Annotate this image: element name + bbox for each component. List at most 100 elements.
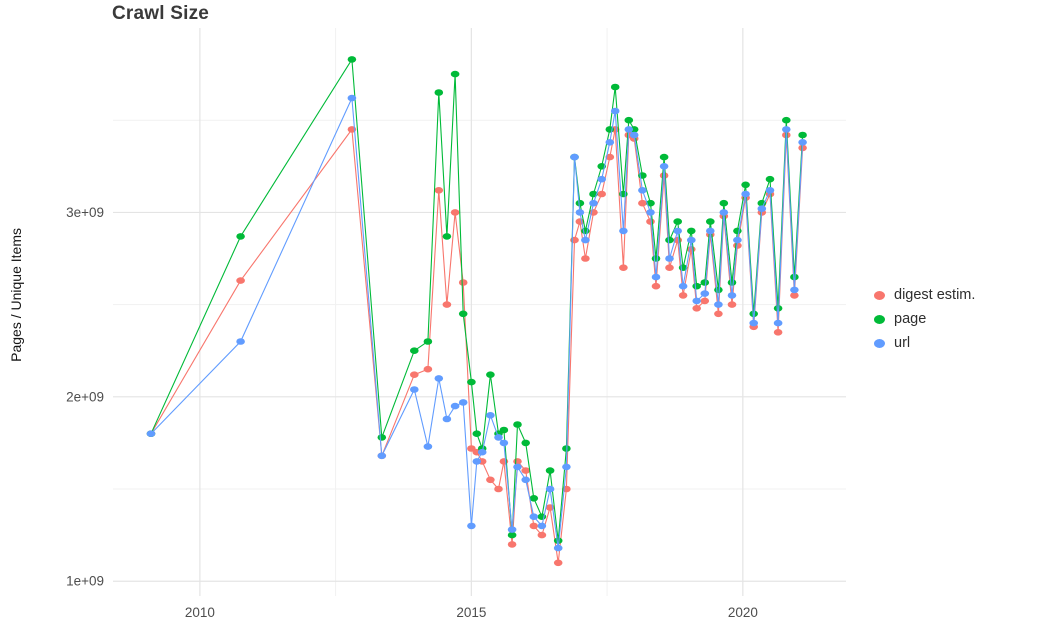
data-point-page xyxy=(347,56,357,63)
data-point-url xyxy=(773,319,783,327)
data-point-url xyxy=(733,236,742,244)
data-point-url xyxy=(410,386,419,393)
data-point-page xyxy=(423,338,433,345)
series-line-url xyxy=(150,95,804,549)
x-tick-label: 2020 xyxy=(728,605,758,620)
data-point-page xyxy=(790,273,799,281)
data-point-url xyxy=(423,443,433,450)
data-point-digest-estim xyxy=(714,310,723,318)
data-point-url xyxy=(507,526,517,533)
data-point-digest-estim xyxy=(597,190,606,198)
data-point-url xyxy=(610,107,620,115)
data-point-digest-estim xyxy=(521,467,530,474)
data-point-url xyxy=(624,126,634,133)
data-point-url xyxy=(665,255,674,262)
data-point-digest-estim xyxy=(790,292,799,299)
data-point-url xyxy=(589,199,598,207)
data-point-url xyxy=(477,448,487,456)
data-point-page xyxy=(521,439,530,447)
data-point-page xyxy=(700,279,710,286)
data-point-page xyxy=(706,218,715,225)
data-point-url xyxy=(719,209,729,216)
data-point-url xyxy=(692,297,701,305)
data-point-digest-estim xyxy=(458,279,468,286)
data-point-url xyxy=(673,227,682,235)
data-point-page xyxy=(714,286,723,294)
data-point-page xyxy=(624,116,634,124)
data-point-digest-estim xyxy=(529,522,539,530)
data-point-digest-estim xyxy=(605,153,615,161)
data-point-digest-estim xyxy=(442,301,452,308)
data-point-page xyxy=(377,434,387,441)
data-point-url xyxy=(236,338,245,345)
data-point-digest-estim xyxy=(678,292,688,299)
data-point-url xyxy=(581,236,590,244)
data-point-page xyxy=(410,347,419,355)
data-point-url xyxy=(638,187,647,194)
data-point-url xyxy=(757,205,767,212)
data-point-url xyxy=(782,126,791,133)
data-point-url xyxy=(678,282,688,290)
data-point-page xyxy=(765,175,775,183)
legend: digest estim. page url xyxy=(874,287,975,351)
data-point-url xyxy=(687,236,696,244)
data-point-page xyxy=(610,83,620,91)
data-point-digest-estim xyxy=(687,246,696,253)
data-point-digest-estim xyxy=(434,187,444,194)
data-point-page xyxy=(472,430,482,438)
data-point-page xyxy=(659,153,669,161)
legend-item-digest-estim: digest estim. xyxy=(874,287,975,303)
data-point-url xyxy=(472,458,482,465)
data-point-digest-estim xyxy=(646,218,655,225)
data-point-page xyxy=(442,233,452,240)
data-point-page xyxy=(513,421,522,428)
data-point-digest-estim xyxy=(773,329,783,336)
data-point-url xyxy=(486,412,495,419)
legend-label-digest-estim: digest estim. xyxy=(894,287,976,303)
data-point-page xyxy=(773,305,783,312)
data-point-url xyxy=(597,175,606,183)
data-point-page xyxy=(486,371,495,379)
data-point-url xyxy=(575,209,585,216)
data-point-url xyxy=(651,273,661,281)
data-point-page xyxy=(553,537,563,544)
data-point-page xyxy=(749,310,758,318)
data-point-page xyxy=(782,116,791,124)
data-point-url xyxy=(570,153,579,161)
legend-marker-digest-estim-icon xyxy=(874,290,885,300)
data-point-url xyxy=(646,209,655,216)
data-point-page xyxy=(575,199,585,207)
data-point-url xyxy=(467,522,476,530)
data-point-url xyxy=(798,139,807,146)
data-point-url xyxy=(146,430,156,438)
data-point-url xyxy=(727,292,737,299)
y-tick-label: 1e+09 xyxy=(66,574,104,589)
data-point-url xyxy=(545,485,555,493)
data-point-url xyxy=(629,131,639,139)
data-point-page xyxy=(741,181,750,189)
data-point-page xyxy=(733,227,742,235)
data-point-page xyxy=(529,495,539,502)
data-point-digest-estim xyxy=(494,485,503,493)
data-point-url xyxy=(377,452,387,460)
data-point-page xyxy=(450,70,460,78)
data-point-url xyxy=(442,415,452,423)
data-point-page xyxy=(798,131,807,139)
legend-marker-url-icon xyxy=(874,338,885,348)
legend-item-page: page xyxy=(874,311,975,327)
y-tick-label: 2e+09 xyxy=(66,389,104,404)
data-point-url xyxy=(706,227,715,235)
data-point-digest-estim xyxy=(553,559,563,567)
legend-label-url: url xyxy=(894,335,911,351)
data-point-url xyxy=(499,439,509,447)
legend-label-page: page xyxy=(894,311,927,327)
data-point-page xyxy=(467,378,476,386)
data-point-page xyxy=(727,279,737,286)
data-point-page xyxy=(434,89,444,96)
data-point-page xyxy=(687,227,696,235)
data-point-url xyxy=(494,434,503,441)
data-point-digest-estim xyxy=(507,541,517,548)
data-point-digest-estim xyxy=(450,209,460,216)
